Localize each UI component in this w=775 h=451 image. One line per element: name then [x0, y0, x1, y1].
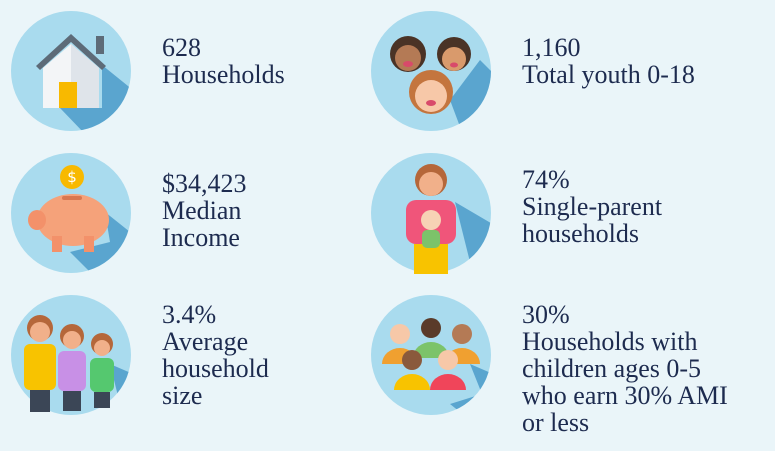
family-icon	[11, 295, 131, 415]
stat: 30% Households with children ages 0-5 wh…	[522, 301, 728, 436]
stat-label: Single-parent	[522, 192, 663, 221]
stat-label: Median	[162, 196, 242, 225]
stat-value: 628	[162, 33, 201, 62]
stat-value: 30%	[522, 300, 570, 329]
svg-text:$: $	[67, 168, 77, 186]
stat-label: or less	[522, 408, 590, 437]
stat-label: size	[162, 381, 203, 410]
stat-value: 74%	[522, 165, 570, 194]
parent-icon	[371, 153, 491, 274]
stat-label: children ages 0-5	[522, 354, 702, 383]
stat-label: who earn 30% AMI	[522, 381, 728, 410]
stat-label: Average	[162, 327, 249, 356]
stat-label: households	[522, 219, 639, 248]
house-icon	[11, 11, 131, 131]
stat-label: household	[162, 354, 269, 383]
stat: 628 Households	[162, 34, 285, 88]
stat-value: 1,160	[522, 33, 581, 62]
children-icon	[371, 11, 491, 131]
group-icon	[371, 295, 491, 415]
stat-label: Households	[162, 60, 285, 89]
stat: 1,160 Total youth 0-18	[522, 34, 695, 88]
stat: 74% Single-parent households	[522, 166, 662, 247]
stat: $34,423 Median Income	[162, 170, 247, 251]
stat: 3.4% Average household size	[162, 301, 269, 409]
stat-label: Income	[162, 223, 240, 252]
piggy-bank-icon: $	[11, 153, 131, 273]
stat-value: 3.4%	[162, 300, 217, 329]
stat-label: Households with	[522, 327, 698, 356]
stat-value: $34,423	[162, 169, 247, 198]
stat-label: Total youth 0-18	[522, 60, 695, 89]
